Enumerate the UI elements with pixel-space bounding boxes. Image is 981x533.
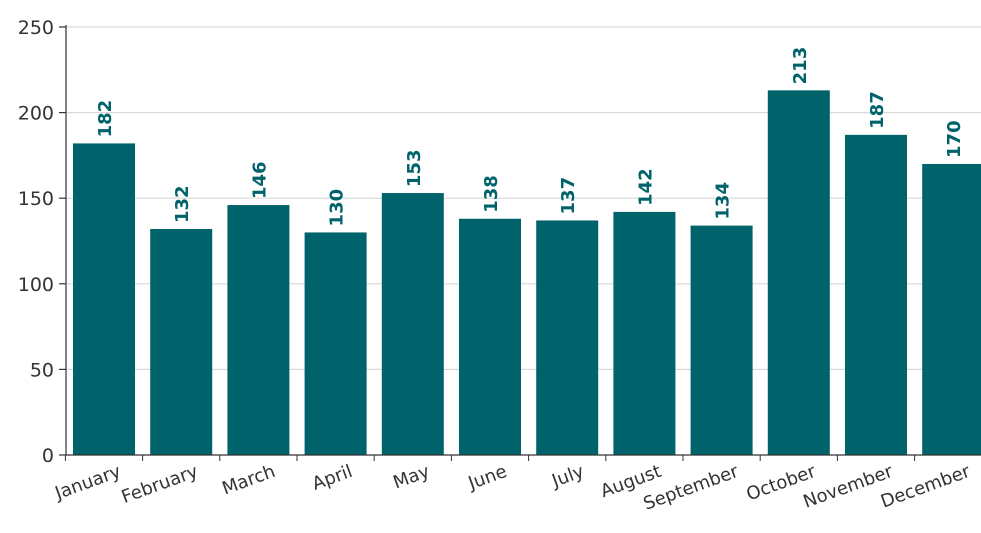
bar-july bbox=[536, 220, 599, 455]
value-label: 132 bbox=[172, 185, 193, 223]
x-tick-label: January bbox=[51, 461, 124, 505]
value-label: 213 bbox=[790, 47, 811, 85]
x-tick-label: April bbox=[309, 461, 355, 495]
x-tick-label: May bbox=[390, 461, 432, 494]
value-label: 153 bbox=[404, 149, 425, 187]
value-label: 137 bbox=[558, 177, 579, 215]
value-label: 134 bbox=[713, 182, 734, 220]
bar-december bbox=[922, 163, 981, 455]
x-tick-label: July bbox=[548, 461, 587, 492]
axes bbox=[59, 25, 981, 461]
bar-march bbox=[227, 205, 290, 455]
bar-august bbox=[613, 211, 676, 455]
y-tick-label: 150 bbox=[18, 188, 54, 210]
y-tick-label: 50 bbox=[30, 359, 54, 381]
y-tick-label: 250 bbox=[18, 17, 54, 39]
y-tick-label: 200 bbox=[18, 103, 54, 125]
bar-september bbox=[690, 225, 753, 455]
bar-april bbox=[304, 232, 367, 455]
x-tick-label: December bbox=[878, 461, 973, 513]
x-tick-label: February bbox=[119, 461, 201, 508]
y-tick-labels: 0 50 100 150 200 250 bbox=[18, 17, 54, 467]
bars bbox=[73, 90, 981, 456]
bar-november bbox=[845, 134, 907, 455]
bar-june bbox=[459, 218, 521, 455]
value-label: 187 bbox=[867, 91, 888, 129]
x-tick-label: March bbox=[219, 461, 278, 500]
y-tick-label: 0 bbox=[42, 445, 54, 467]
value-label: 142 bbox=[635, 168, 656, 206]
value-label: 182 bbox=[95, 100, 116, 138]
y-tick-label: 100 bbox=[18, 274, 54, 296]
value-label: 138 bbox=[481, 175, 502, 213]
value-labels: 182 132 146 130 153 138 137 142 134 213 187 170 bbox=[95, 47, 965, 227]
bar-february bbox=[150, 229, 213, 455]
bar-october bbox=[767, 90, 830, 456]
bar-may bbox=[381, 193, 444, 455]
value-label: 170 bbox=[944, 120, 965, 158]
value-label: 146 bbox=[249, 161, 270, 199]
value-label: 130 bbox=[327, 189, 348, 227]
x-tick-label: June bbox=[465, 461, 510, 494]
bar-january bbox=[73, 143, 135, 455]
